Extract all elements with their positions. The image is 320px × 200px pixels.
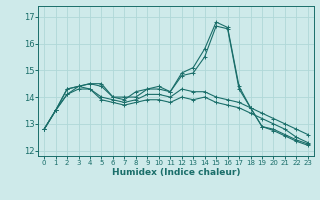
X-axis label: Humidex (Indice chaleur): Humidex (Indice chaleur): [112, 168, 240, 177]
